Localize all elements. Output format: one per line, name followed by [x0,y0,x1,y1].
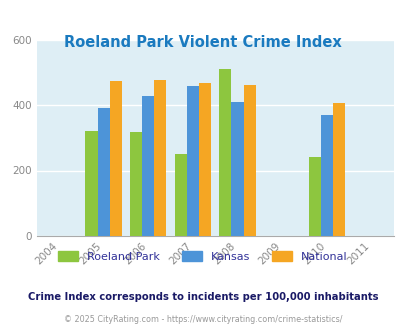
Bar [219,69,231,236]
Bar [154,80,166,236]
Bar [130,132,142,236]
Bar [308,157,320,236]
Bar [243,85,255,236]
Text: Crime Index corresponds to incidents per 100,000 inhabitants: Crime Index corresponds to incidents per… [28,292,377,302]
Bar [97,108,109,236]
Legend: Roeland Park, Kansas, National: Roeland Park, Kansas, National [53,247,352,267]
Bar [332,103,344,236]
Bar [320,115,332,236]
Bar [109,82,122,236]
Bar [231,102,243,236]
Bar [186,86,198,236]
Bar [198,83,211,236]
Text: Roeland Park Violent Crime Index: Roeland Park Violent Crime Index [64,35,341,50]
Bar [85,131,97,236]
Bar [174,154,186,236]
Text: © 2025 CityRating.com - https://www.cityrating.com/crime-statistics/: © 2025 CityRating.com - https://www.city… [64,315,341,324]
Bar [142,96,154,236]
